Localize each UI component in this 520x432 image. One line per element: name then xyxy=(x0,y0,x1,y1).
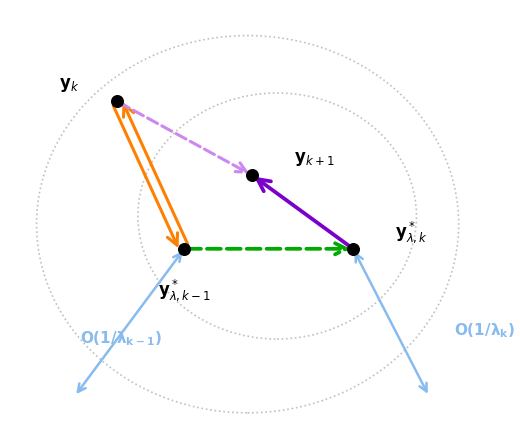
Point xyxy=(113,98,121,105)
Text: $\mathbf{y}^*_{\lambda,k}$: $\mathbf{y}^*_{\lambda,k}$ xyxy=(395,219,428,245)
Text: $\mathbf{O(1/\lambda_k)}$: $\mathbf{O(1/\lambda_k)}$ xyxy=(454,321,515,340)
Point xyxy=(248,172,256,178)
Point xyxy=(349,245,357,252)
Point xyxy=(180,245,188,252)
Text: $\mathbf{y}_{k+1}$: $\mathbf{y}_{k+1}$ xyxy=(294,149,334,168)
Text: $\mathbf{y}^*_{\lambda,k-1}$: $\mathbf{y}^*_{\lambda,k-1}$ xyxy=(158,277,211,303)
Text: $\mathbf{O(1/\lambda_{k-1})}$: $\mathbf{O(1/\lambda_{k-1})}$ xyxy=(80,330,162,348)
Text: $\mathbf{y}_k$: $\mathbf{y}_k$ xyxy=(59,76,79,94)
